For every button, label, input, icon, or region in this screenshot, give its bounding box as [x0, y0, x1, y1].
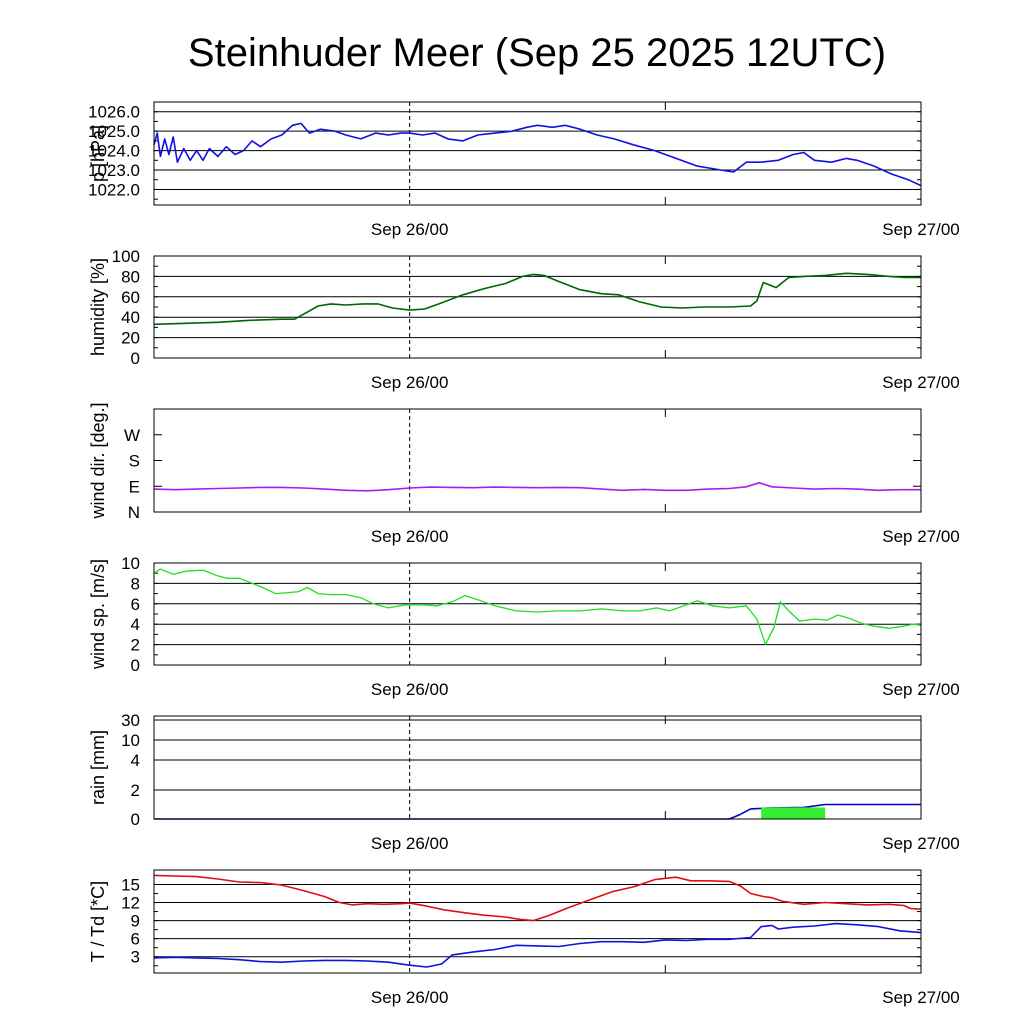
ytick-label: 3 — [131, 948, 140, 967]
ytick-label: 6 — [131, 930, 140, 949]
plot-frame — [153, 562, 922, 666]
ytick-label: 4 — [131, 751, 140, 770]
chart-title: Steinhuder Meer (Sep 25 2025 12UTC) — [188, 31, 886, 75]
panel-wind_speed: 02 46 810 wind sp. [m/s] Sep 26/00 Sep 27/00 — [88, 554, 960, 699]
ytick-label: 6 — [131, 595, 140, 614]
ytick-label: 100 — [112, 247, 140, 266]
ytick-label: 15 — [121, 875, 140, 894]
ytick-label: 9 — [131, 912, 140, 931]
xtick-label: Sep 27/00 — [882, 680, 960, 699]
xtick-label: Sep 26/00 — [371, 220, 449, 239]
plot-frame — [153, 869, 922, 974]
series-line-temperature-t — [153, 874, 922, 922]
ytick-label: 20 — [121, 329, 140, 348]
ytick-label: N — [128, 503, 140, 522]
ytick-label: 1026.0 — [88, 103, 140, 122]
xtick-label: Sep 26/00 — [371, 373, 449, 392]
ytick-label: 8 — [131, 574, 140, 593]
xtick-label: Sep 26/00 — [371, 680, 449, 699]
ytick-label: 1025.0 — [88, 122, 140, 141]
ytick-label: 0 — [131, 349, 140, 368]
plot-frame — [153, 715, 922, 820]
ylabel-temperature: T / Td [*C] — [88, 881, 108, 962]
ytick-label: 12 — [121, 894, 140, 913]
xtick-label: Sep 26/00 — [371, 834, 449, 853]
ytick-label: 60 — [121, 288, 140, 307]
plot-frame — [153, 255, 922, 359]
ytick-label: 2 — [131, 781, 140, 800]
ytick-label: 0 — [131, 656, 140, 675]
xtick-label: Sep 27/00 — [882, 988, 960, 1007]
ytick-label: 1023.0 — [88, 161, 140, 180]
xtick-label: Sep 26/00 — [371, 527, 449, 546]
ytick-label: 10 — [121, 554, 140, 573]
series-line-wind_speed — [153, 568, 922, 646]
ylabel-humidity: humidity [%] — [88, 258, 108, 356]
ylabel-rain: rain [mm] — [88, 730, 108, 805]
ytick-label: 10 — [121, 731, 140, 750]
series-line-temperature-td — [153, 922, 922, 968]
ytick-label: 40 — [121, 308, 140, 327]
plot-frame — [153, 101, 922, 206]
plot-frame — [153, 408, 922, 513]
ytick-label: 30 — [121, 711, 140, 730]
ytick-label: W — [124, 426, 140, 445]
ytick-label: 2 — [131, 636, 140, 655]
ytick-label: 1022.0 — [88, 180, 140, 199]
rain-bar — [761, 807, 826, 819]
ytick-label: 80 — [121, 267, 140, 286]
ylabel-wind_direction: wind dir. [deg.] — [88, 402, 108, 519]
xtick-label: Sep 26/00 — [371, 988, 449, 1007]
xtick-label: Sep 27/00 — [882, 527, 960, 546]
ylabel-wind_speed: wind sp. [m/s] — [88, 559, 108, 670]
xtick-label: Sep 27/00 — [882, 834, 960, 853]
ylabel-pressure: p [hPa] — [88, 125, 108, 182]
series-line-pressure — [153, 122, 922, 187]
xtick-label: Sep 27/00 — [882, 220, 960, 239]
series-line-wind_direction — [153, 482, 921, 492]
ytick-label: 1024.0 — [88, 142, 140, 161]
ytick-label: E — [129, 477, 140, 496]
xtick-label: Sep 27/00 — [882, 373, 960, 392]
ytick-label: S — [129, 452, 140, 471]
ytick-label: 4 — [131, 615, 140, 634]
ytick-label: 0 — [131, 810, 140, 829]
series-line-rain — [154, 803, 921, 820]
series-line-humidity — [153, 272, 921, 326]
